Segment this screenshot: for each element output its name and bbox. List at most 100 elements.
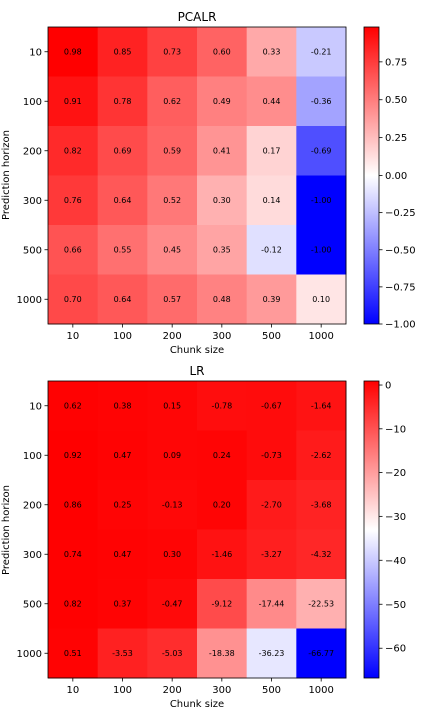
cell-value-label: 0.33 xyxy=(263,47,281,56)
cell-value-label: -5.03 xyxy=(162,649,183,658)
heatmap-cell xyxy=(48,529,99,580)
heatmap-cell xyxy=(296,76,347,127)
y-ticks: 10 100 200 300 500 1000 xyxy=(17,47,48,306)
heatmap-cell xyxy=(147,175,198,226)
colorbar-tick-label: 0.25 xyxy=(385,133,407,144)
cell-value-label: -3.53 xyxy=(112,649,133,658)
y-ticks: 10 100 200 300 500 1000 xyxy=(17,401,48,660)
cell-value-label: 0.60 xyxy=(213,47,231,56)
x-tick-label: 1000 xyxy=(308,331,333,342)
colorbar-tick-label: 0.00 xyxy=(385,171,407,182)
heatmap-cell xyxy=(147,27,198,77)
heatmap-cell xyxy=(197,175,248,226)
heatmap-cell xyxy=(147,225,198,275)
cell-value-label: 0.59 xyxy=(163,146,181,155)
cell-value-label: 0.91 xyxy=(64,97,82,106)
cell-value-label: 0.55 xyxy=(114,245,132,254)
chart-title: LR xyxy=(189,364,204,378)
cell-value-label: 0.39 xyxy=(263,295,281,304)
colorbar-tick-label: 0.50 xyxy=(385,95,407,106)
heatmap-cell xyxy=(97,175,148,226)
cell-value-label: 0.41 xyxy=(213,146,231,155)
cell-value-label: 0.78 xyxy=(114,97,132,106)
plot-frame xyxy=(47,26,347,325)
cell-value-label: 0.74 xyxy=(64,550,82,559)
heatmap-cell xyxy=(246,175,297,226)
cell-value-label: 0.25 xyxy=(114,500,132,509)
cell-value-label: 0.09 xyxy=(163,451,181,460)
colorbar xyxy=(363,26,380,325)
heatmap-cell xyxy=(147,579,198,629)
cell-value-label: 0.45 xyxy=(163,245,181,254)
cell-value-label: -3.68 xyxy=(311,500,332,509)
colorbar-tick-label: −1.00 xyxy=(385,320,416,331)
cell-value-label: -3.27 xyxy=(261,550,282,559)
heatmap-cell xyxy=(97,225,148,275)
cell-value-label: 0.37 xyxy=(114,599,132,608)
heatmap-cell xyxy=(48,126,99,176)
heatmap-cell xyxy=(296,381,347,431)
heatmap-cell xyxy=(97,274,148,325)
heatmap-cell xyxy=(246,76,297,127)
y-axis-label: Prediction horizon xyxy=(1,130,12,220)
cell-value-label: -0.67 xyxy=(261,401,282,410)
colorbar-tick-label: −0.50 xyxy=(385,245,416,256)
x-tick-label: 100 xyxy=(113,331,132,342)
y-tick-label: 10 xyxy=(29,401,42,412)
cell-value-label: 0.49 xyxy=(213,97,231,106)
cell-value-label: -0.36 xyxy=(311,97,332,106)
cell-value-label: -9.12 xyxy=(211,599,232,608)
y-axis-label: Prediction horizon xyxy=(1,485,12,575)
heatmap-cell xyxy=(296,274,347,325)
y-tick-label: 100 xyxy=(23,451,42,462)
heatmap-cell xyxy=(97,381,148,431)
cell-value-label: -1.00 xyxy=(311,245,332,254)
cell-value-label: -2.70 xyxy=(261,500,282,509)
cell-value-label: 0.64 xyxy=(114,196,132,205)
heatmap-cell xyxy=(197,225,248,275)
heatmap-cell xyxy=(147,381,198,431)
colorbar-tick-label: −0.75 xyxy=(385,282,416,293)
y-tick-label: 500 xyxy=(23,599,42,610)
heatmap-cell xyxy=(197,579,248,629)
cell-value-label: 0.20 xyxy=(213,500,231,509)
heatmap-cell xyxy=(97,430,148,481)
x-tick-label: 500 xyxy=(262,685,281,696)
cell-value-label: 0.62 xyxy=(163,97,181,106)
heatmap-cell xyxy=(48,628,99,679)
cell-value-label: 0.15 xyxy=(163,401,181,410)
heatmap-cell xyxy=(48,27,99,77)
x-tick-label: 200 xyxy=(163,685,182,696)
cell-value-label: 0.24 xyxy=(213,451,231,460)
heatmap-cell xyxy=(97,76,148,127)
cell-value-label: -1.64 xyxy=(311,401,332,410)
y-tick-label: 200 xyxy=(23,500,42,511)
cell-value-label: -0.69 xyxy=(311,146,332,155)
cell-value-label: -2.62 xyxy=(311,451,332,460)
heatmap-cell xyxy=(197,274,248,325)
cell-value-label: -22.53 xyxy=(308,599,334,608)
heatmap-cell xyxy=(296,529,347,580)
x-tick-label: 200 xyxy=(163,331,182,342)
cell-value-label: -0.73 xyxy=(261,451,282,460)
cell-value-label: -0.21 xyxy=(311,47,332,56)
cell-value-label: -17.44 xyxy=(259,599,285,608)
heatmap-cell xyxy=(48,76,99,127)
cell-value-label: 0.14 xyxy=(263,196,281,205)
heatmap-cell xyxy=(97,27,148,77)
y-tick-label: 1000 xyxy=(17,295,42,306)
x-tick-label: 1000 xyxy=(308,685,333,696)
plot-frame xyxy=(47,380,347,679)
cell-value-label: 0.35 xyxy=(213,245,231,254)
heatmap-cell xyxy=(246,225,297,275)
cell-value-label: 0.64 xyxy=(114,295,132,304)
cell-value-label: 0.69 xyxy=(114,146,132,155)
heatmap-cell xyxy=(246,126,297,176)
colorbar-tick-label: 0.75 xyxy=(385,57,407,68)
heatmap-cell xyxy=(97,529,148,580)
colorbar-tick-label: 0 xyxy=(385,381,391,392)
heatmap-cell xyxy=(296,628,347,679)
heatmap-cell xyxy=(97,480,148,530)
cell-value-label: 0.51 xyxy=(64,649,82,658)
heatmap-cell xyxy=(296,480,347,530)
